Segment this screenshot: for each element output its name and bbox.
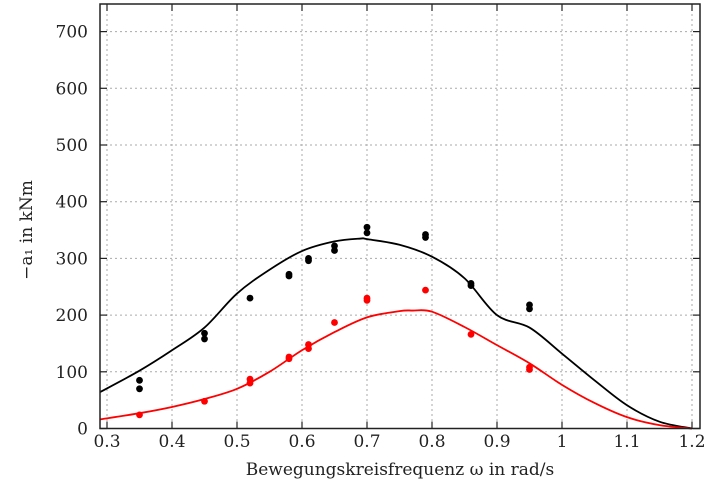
y-tick-label: 600 [56, 79, 88, 99]
red-fit-curve [99, 309, 693, 430]
red-data-point [285, 355, 293, 363]
red-data-point [467, 330, 475, 338]
red-data-point [305, 345, 312, 352]
black-data-point [201, 329, 208, 337]
black-data-point [201, 335, 208, 343]
black-data-point [467, 282, 475, 290]
plot-frame [99, 3, 701, 430]
y-tick-label: 700 [56, 23, 88, 43]
y-tick-label: 100 [56, 363, 88, 383]
red-data-point [201, 397, 208, 405]
x-tick-label: 0.8 [418, 432, 445, 452]
y-axis-label: −a₁ in kNm [17, 180, 37, 280]
y-tick-label: 0 [77, 420, 88, 440]
black-fit-curve [99, 237, 693, 430]
x-tick-label: 1.1 [613, 432, 640, 452]
x-tick-label: 0.5 [223, 432, 250, 452]
black-data-point [422, 234, 429, 241]
x-tick-label: 0.3 [93, 432, 120, 452]
red-data-point [422, 286, 429, 294]
x-tick-label: 0.4 [158, 432, 185, 452]
y-tick-label: 400 [56, 193, 88, 213]
x-tick-label: 0.7 [353, 432, 380, 452]
y-tick-label: 300 [56, 249, 88, 269]
x-tick-label: 1.2 [678, 432, 705, 452]
red-data-point [363, 296, 371, 304]
ticks: 0.3 0.4 0.5 0.6 0.7 0.8 0.9 1 1.1 1.2 0 100 200 300 40… [56, 4, 706, 452]
y-tick-label: 500 [56, 136, 88, 156]
black-data-point [136, 376, 143, 384]
red-data-point [136, 411, 143, 419]
y-tick-label: 200 [56, 306, 88, 326]
black-data-point [331, 247, 338, 254]
black-data-point [363, 229, 371, 237]
black-data-point [305, 257, 312, 265]
red-data-point [246, 379, 254, 387]
black-data-point [285, 272, 293, 280]
red-data-point [526, 366, 533, 373]
x-tick-label: 0.6 [288, 432, 315, 452]
black-data-point [246, 294, 254, 302]
x-tick-label: 1 [557, 432, 568, 452]
grid [100, 4, 700, 429]
data-points [136, 223, 533, 419]
black-data-point [363, 223, 371, 231]
red-data-point [331, 319, 338, 326]
x-tick-label: 0.9 [483, 432, 510, 452]
black-data-point [136, 385, 143, 393]
curves [99, 237, 693, 430]
x-axis-label: Bewegungskreisfrequenz ω in rad/s [246, 460, 555, 480]
black-data-point [526, 305, 533, 313]
